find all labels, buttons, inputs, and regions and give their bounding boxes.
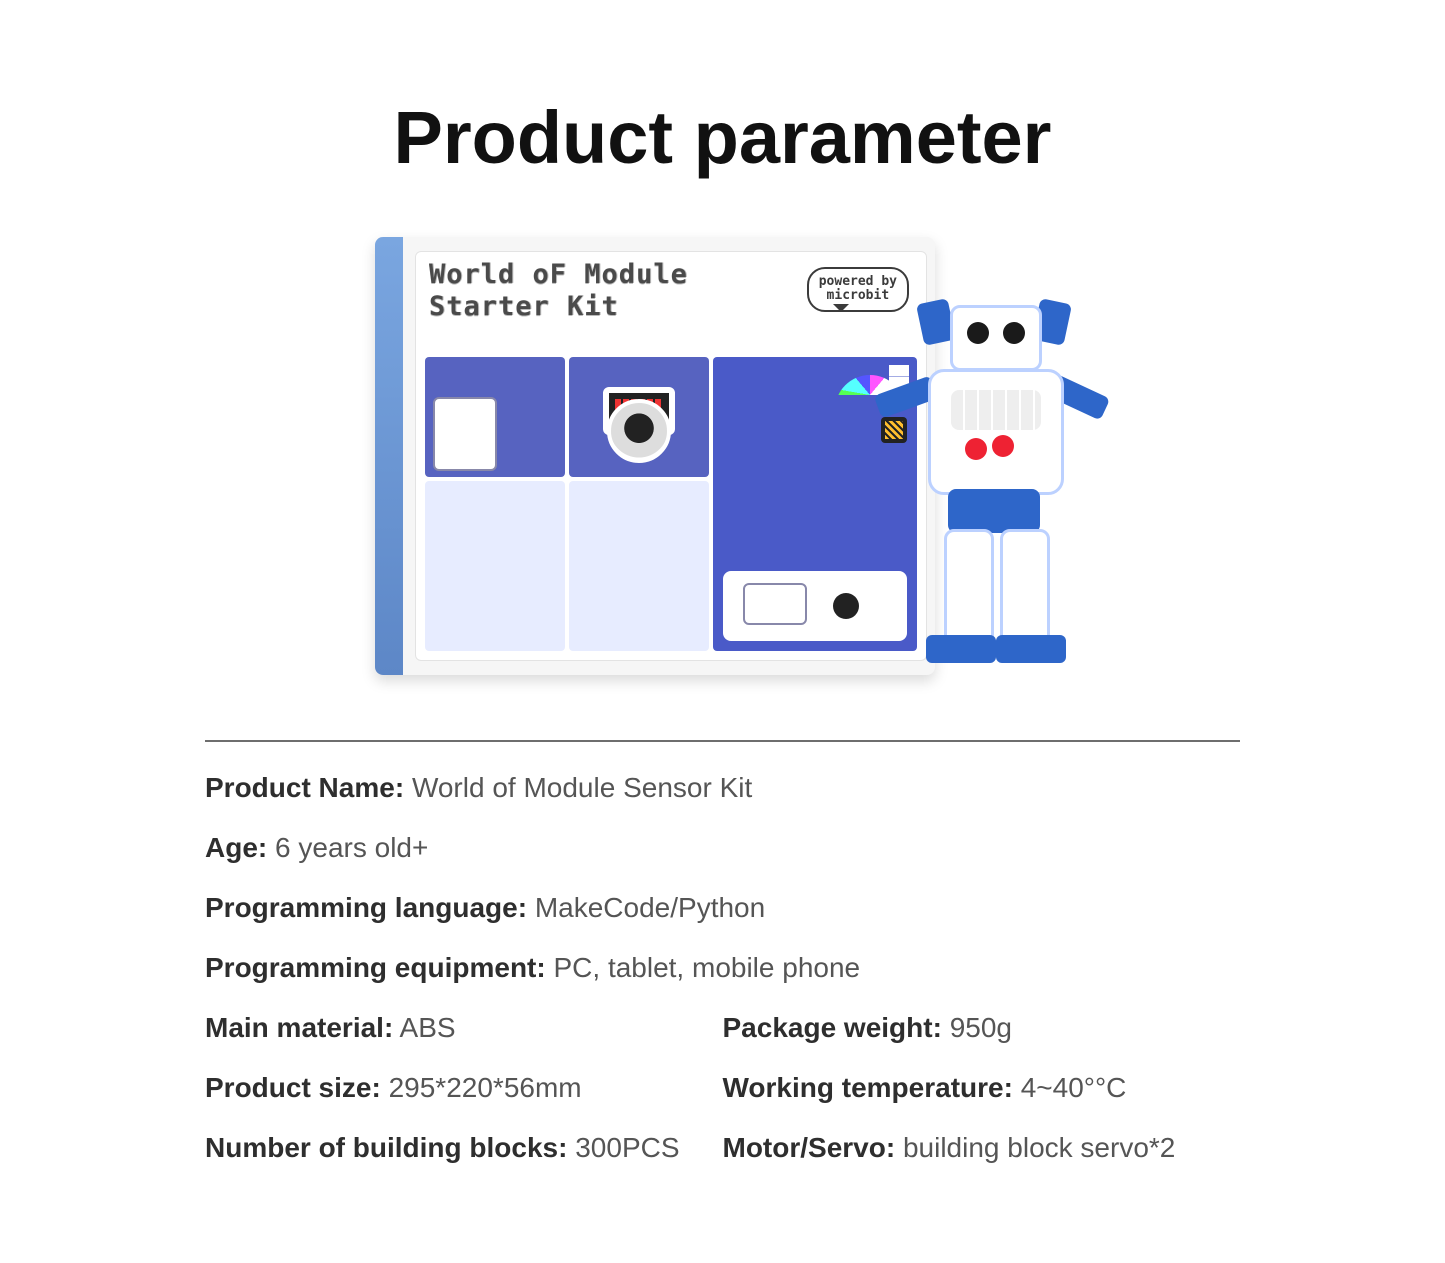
spec-value: 4~40°°C <box>1021 1072 1127 1103</box>
spec-label: Programming language: <box>205 892 527 923</box>
box-title: World oF Module Starter Kit <box>429 261 688 322</box>
spec-row-programming-equipment: Programming equipment: PC, tablet, mobil… <box>205 952 1240 984</box>
spec-value: building block servo*2 <box>903 1132 1175 1163</box>
spec-value: 6 years old+ <box>275 832 428 863</box>
spec-row-product-name: Product Name: World of Module Sensor Kit <box>205 772 1240 804</box>
mini-knob-icon <box>607 399 671 463</box>
robot-foot-right <box>996 635 1066 663</box>
page: Product parameter World oF Module Starte… <box>0 0 1445 1263</box>
spec-row-motor-servo: Motor/Servo: building block servo*2 <box>723 1132 1241 1164</box>
spec-value: 950g <box>950 1012 1012 1043</box>
spec-value: 300PCS <box>575 1132 679 1163</box>
spec-label: Package weight: <box>723 1012 942 1043</box>
spec-table: Product Name: World of Module Sensor Kit… <box>205 772 1240 1164</box>
page-title: Product parameter <box>0 95 1445 180</box>
spec-label: Motor/Servo: <box>723 1132 896 1163</box>
spec-value: 295*220*56mm <box>389 1072 582 1103</box>
spec-value: ABS <box>400 1012 456 1043</box>
spec-label: Working temperature: <box>723 1072 1013 1103</box>
spec-row-package-weight: Package weight: 950g <box>723 1012 1241 1044</box>
spec-label: Age: <box>205 832 267 863</box>
spec-row-product-size: Product size: 295*220*56mm <box>205 1072 723 1104</box>
robot-button-icon <box>992 435 1014 457</box>
spec-row-main-material: Main material: ABS <box>205 1012 723 1044</box>
bubble-line2: microbit <box>827 288 890 303</box>
art-cell-4 <box>569 481 709 651</box>
spec-label: Programming equipment: <box>205 952 546 983</box>
spec-row-programming-language: Programming language: MakeCode/Python <box>205 892 1240 924</box>
control-pad-icon <box>743 583 807 625</box>
robot-head <box>950 305 1042 371</box>
product-image: World oF Module Starter Kit powered by m… <box>370 225 1090 715</box>
box-title-line1: World oF Module <box>429 261 688 289</box>
spec-row-working-temperature: Working temperature: 4~40°°C <box>723 1072 1241 1104</box>
box-side-strip <box>375 237 403 675</box>
robot-figure <box>840 305 1100 685</box>
box-title-line2: Starter Kit <box>429 293 688 321</box>
divider-rule <box>205 740 1240 742</box>
robot-foot-left <box>926 635 996 663</box>
art-cell-3 <box>425 481 565 651</box>
spec-label: Product size: <box>205 1072 381 1103</box>
spec-row-building-blocks: Number of building blocks: 300PCS <box>205 1132 723 1164</box>
spec-label: Main material: <box>205 1012 393 1043</box>
art-cell-2 <box>569 357 709 477</box>
spec-value: PC, tablet, mobile phone <box>553 952 860 983</box>
robot-leg-right <box>1000 529 1050 645</box>
robot-hip <box>948 489 1040 533</box>
spec-label: Number of building blocks: <box>205 1132 567 1163</box>
bubble-line1: powered by <box>819 274 897 289</box>
spec-row-age: Age: 6 years old+ <box>205 832 1240 864</box>
robot-torso <box>928 369 1064 495</box>
spec-value: World of Module Sensor Kit <box>412 772 752 803</box>
spec-label: Product Name: <box>205 772 404 803</box>
spec-value: MakeCode/Python <box>535 892 765 923</box>
robot-leg-left <box>944 529 994 645</box>
mini-robot-icon <box>433 397 497 471</box>
art-cell-1 <box>425 357 565 477</box>
